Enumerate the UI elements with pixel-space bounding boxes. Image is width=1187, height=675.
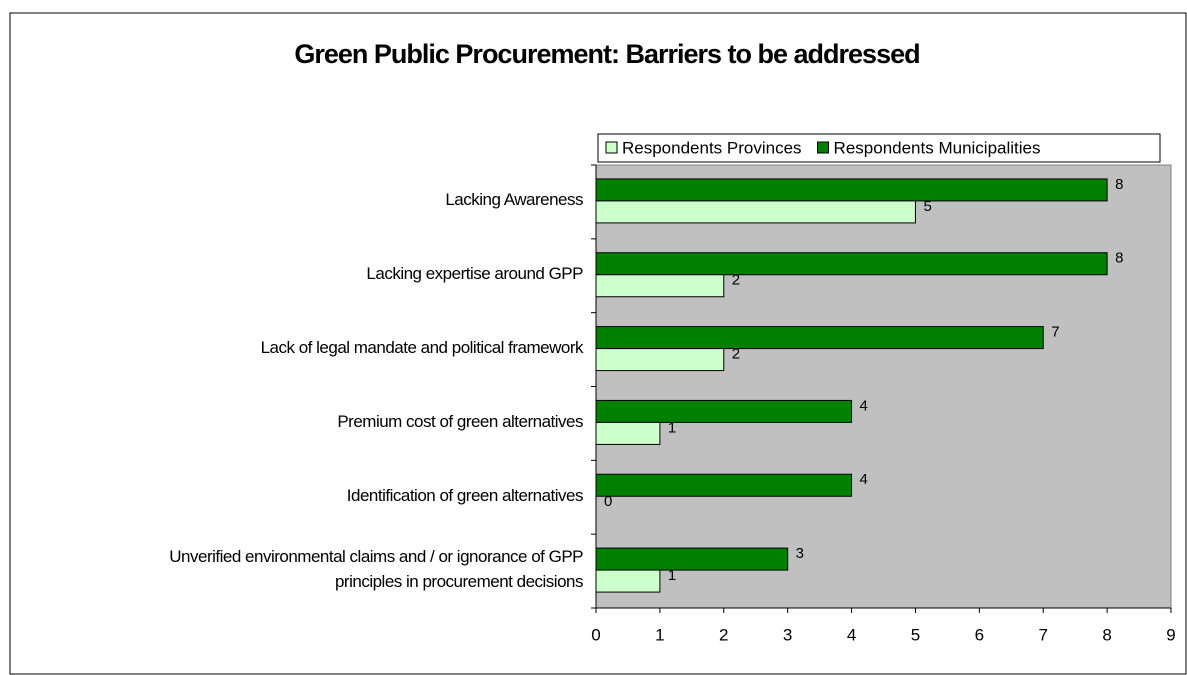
x-tick-label: 8 xyxy=(1102,625,1111,644)
legend-label: Respondents Provinces xyxy=(622,138,802,157)
legend-box xyxy=(597,133,1161,163)
bar xyxy=(595,200,916,224)
bar xyxy=(595,421,661,445)
value-label: 3 xyxy=(796,545,804,562)
chart-title: Green Public Procurement: Barriers to be… xyxy=(294,39,919,69)
value-label: 4 xyxy=(860,397,868,414)
x-tick-label: 0 xyxy=(591,625,600,644)
legend-swatch xyxy=(605,141,618,154)
bar xyxy=(595,178,1108,202)
value-label: 8 xyxy=(1115,176,1123,193)
x-tick-label: 7 xyxy=(1038,625,1047,644)
y-tick-label: Premium cost of green alternatives xyxy=(337,411,583,431)
legend-label: Respondents Municipalities xyxy=(834,138,1041,157)
bar xyxy=(595,399,853,423)
x-tick-label: 5 xyxy=(911,625,920,644)
bar xyxy=(595,348,725,372)
bar xyxy=(595,274,725,298)
bar xyxy=(595,326,1044,350)
y-tick-label: Lack of legal mandate and political fram… xyxy=(260,338,584,358)
bar xyxy=(595,473,853,497)
bar xyxy=(595,547,789,571)
y-tick-label: Identification of green alternatives xyxy=(346,485,584,505)
x-tick-label: 4 xyxy=(847,625,856,644)
x-tick-label: 9 xyxy=(1166,625,1175,644)
x-tick-label: 6 xyxy=(975,625,984,644)
y-tick-label: Unverified environmental claims and / or… xyxy=(169,547,583,592)
value-label: 4 xyxy=(860,471,868,488)
y-tick-label: Lacking expertise around GPP xyxy=(366,264,583,284)
value-label: 0 xyxy=(604,493,612,510)
value-label: 7 xyxy=(1051,324,1059,341)
legend-swatch xyxy=(817,141,830,154)
x-tick-label: 3 xyxy=(783,625,792,644)
bar xyxy=(595,252,1108,276)
value-label: 2 xyxy=(732,346,740,363)
value-label: 2 xyxy=(732,272,740,289)
bar xyxy=(595,569,661,593)
x-tick-label: 2 xyxy=(719,625,728,644)
value-label: 1 xyxy=(668,567,676,584)
value-label: 1 xyxy=(668,419,676,436)
x-tick-label: 1 xyxy=(655,625,664,644)
y-tick-label: Lacking Awareness xyxy=(445,190,583,210)
chart-border xyxy=(9,12,1187,675)
value-label: 8 xyxy=(1115,250,1123,267)
plot-area xyxy=(595,164,1172,609)
value-label: 5 xyxy=(923,198,931,215)
